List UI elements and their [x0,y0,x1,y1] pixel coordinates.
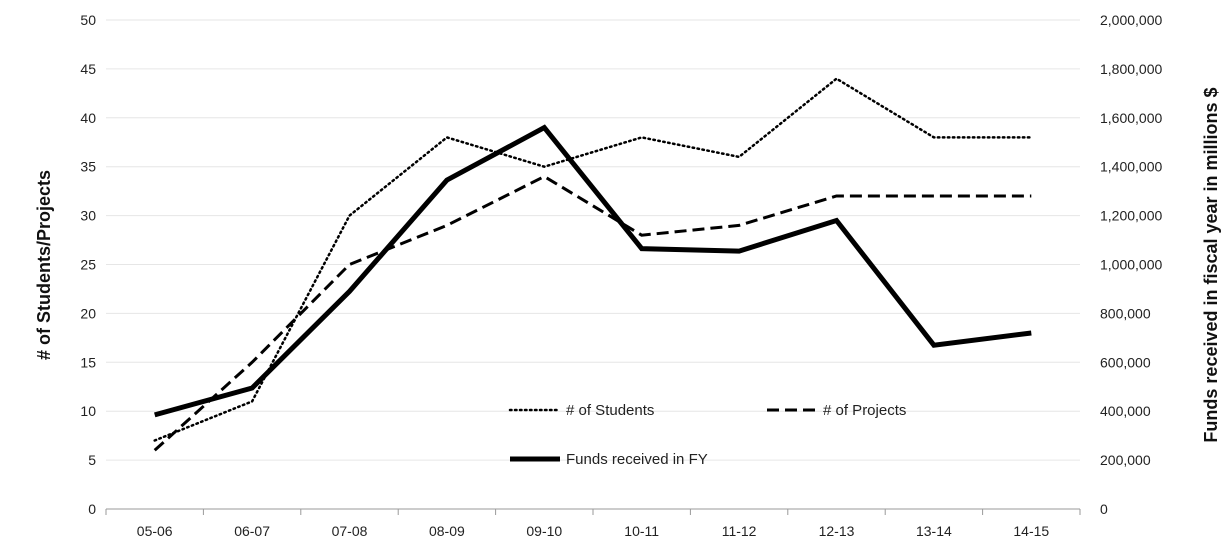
data-point-funds-received-in-fy [834,218,839,223]
data-point-funds-received-in-fy [152,412,157,417]
left-axis-title: # of Students/Projects [34,170,54,360]
right-tick-label: 1,600,000 [1100,110,1162,126]
legend-label: Funds received in FY [566,451,708,468]
data-point-funds-received-in-fy [542,125,547,130]
right-tick-label: 200,000 [1100,452,1151,468]
gridlines [106,19,1080,461]
right-tick-label: 1,800,000 [1100,61,1162,77]
x-tick-label: 13-14 [916,523,952,539]
left-tick-label: 35 [80,159,96,175]
data-point-of-students [1029,135,1034,140]
left-tick-label: 40 [80,110,96,126]
data-point-of-projects [834,194,839,199]
left-tick-label: 0 [88,501,96,517]
data-point-of-students [542,164,547,169]
x-tick-label: 06-07 [234,523,270,539]
data-point-of-students [931,135,936,140]
series-lines [152,76,1034,453]
data-point-funds-received-in-fy [1029,330,1034,335]
data-point-of-projects [737,223,742,228]
data-point-of-projects [444,223,449,228]
right-tick-label: 1,200,000 [1100,208,1162,224]
data-point-of-students [250,399,255,404]
left-tick-label: 5 [88,452,96,468]
x-tick-label: 14-15 [1013,523,1049,539]
right-tick-label: 2,000,000 [1100,12,1162,28]
right-axis-title: Funds received in fiscal year in million… [1201,87,1221,442]
x-tick-label: 05-06 [137,523,173,539]
data-point-of-projects [152,448,157,453]
data-point-of-projects [931,194,936,199]
data-point-funds-received-in-fy [639,246,644,251]
left-tick-label: 10 [80,403,96,419]
data-point-of-projects [347,262,352,267]
data-point-of-projects [639,233,644,238]
legend-label: # of Students [566,402,654,419]
series-line-funds-received-in-fy [154,124,1032,418]
x-tick-label: 11-12 [722,523,757,539]
data-point-funds-received-in-fy [737,249,742,254]
data-point-funds-received-in-fy [250,385,255,390]
data-point-of-students [347,213,352,218]
left-tick-label: 15 [80,354,96,370]
left-tick-label: 25 [80,257,96,273]
legend: # of Students # of Projects Funds received… [508,402,906,468]
data-point-funds-received-in-fy [931,343,936,348]
x-tick-label: 07-08 [332,523,368,539]
left-tick-label: 20 [80,305,96,321]
right-tick-label: 0 [1100,501,1108,517]
data-point-of-students [737,154,742,159]
data-point-of-projects [1029,194,1034,199]
right-tick-label: 600,000 [1100,354,1151,370]
left-tick-label: 45 [80,61,96,77]
data-point-of-students [639,135,644,140]
right-tick-label: 400,000 [1100,403,1151,419]
data-point-of-students [444,135,449,140]
left-tick-label: 30 [80,208,96,224]
data-point-of-students [152,438,157,443]
x-tick-label: 10-11 [624,523,659,539]
legend-label: # of Projects [823,402,906,419]
axes: 0 5 10 15 20 25 30 35 40 45 50 0 200,000 400,000 600,0… [80,12,1162,539]
data-point-of-projects [250,360,255,365]
x-tick-label: 08-09 [429,523,465,539]
right-tick-label: 1,400,000 [1100,159,1162,175]
x-tick-label: 09-10 [526,523,562,539]
series-line-of-students [153,77,1033,442]
series-line-of-projects [153,174,1032,452]
data-point-funds-received-in-fy [444,178,449,183]
data-point-of-projects [542,174,547,179]
right-tick-label: 800,000 [1100,305,1151,321]
data-point-of-students [834,76,839,81]
right-tick-label: 1,000,000 [1100,257,1162,273]
x-tick-label: 12-13 [819,523,855,539]
data-point-funds-received-in-fy [347,289,352,294]
left-tick-label: 50 [80,12,96,28]
